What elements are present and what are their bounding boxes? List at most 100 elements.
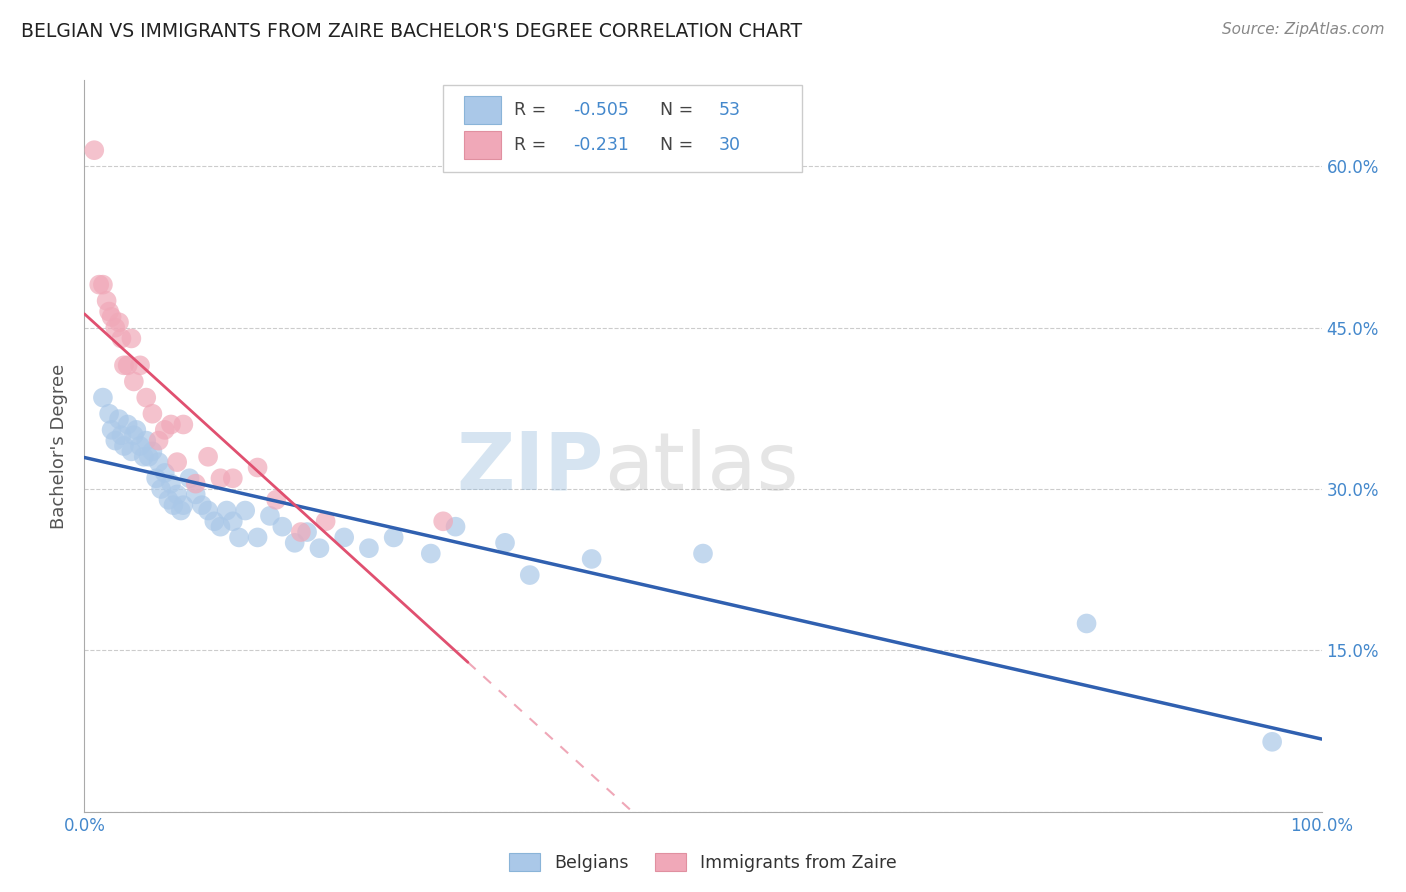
- Point: [264, 492, 287, 507]
- Point: [233, 503, 256, 517]
- Text: R =: R =: [513, 102, 551, 120]
- Point: [315, 514, 337, 528]
- Point: [108, 315, 131, 329]
- Text: 30: 30: [718, 136, 741, 154]
- Point: [290, 524, 312, 539]
- Point: [104, 434, 127, 448]
- Point: [110, 428, 132, 442]
- Point: [125, 423, 148, 437]
- Text: R =: R =: [513, 136, 551, 154]
- Point: [166, 455, 188, 469]
- Point: [132, 450, 155, 464]
- Point: [179, 471, 201, 485]
- Point: [98, 407, 121, 421]
- Bar: [464, 96, 502, 124]
- Point: [150, 482, 173, 496]
- Point: [172, 498, 194, 512]
- Point: [432, 514, 454, 528]
- Point: [333, 530, 356, 544]
- Text: Source: ZipAtlas.com: Source: ZipAtlas.com: [1222, 22, 1385, 37]
- Point: [153, 423, 176, 437]
- Point: [110, 331, 132, 345]
- Point: [138, 450, 160, 464]
- Point: [120, 331, 142, 345]
- Point: [197, 450, 219, 464]
- Point: [145, 471, 167, 485]
- Point: [202, 514, 225, 528]
- Point: [104, 320, 127, 334]
- Point: [519, 568, 541, 582]
- Point: [89, 277, 111, 292]
- Point: [100, 423, 122, 437]
- Point: [228, 530, 250, 544]
- Point: [135, 434, 157, 448]
- Point: [357, 541, 380, 556]
- Point: [419, 547, 441, 561]
- Point: [222, 514, 245, 528]
- Point: [122, 428, 145, 442]
- Point: [222, 471, 245, 485]
- Text: BELGIAN VS IMMIGRANTS FROM ZAIRE BACHELOR'S DEGREE CORRELATION CHART: BELGIAN VS IMMIGRANTS FROM ZAIRE BACHELO…: [21, 22, 803, 41]
- Point: [91, 391, 114, 405]
- Point: [91, 277, 114, 292]
- Text: N =: N =: [659, 102, 699, 120]
- FancyBboxPatch shape: [443, 86, 801, 171]
- Point: [112, 439, 135, 453]
- Point: [129, 359, 152, 373]
- Y-axis label: Bachelor's Degree: Bachelor's Degree: [51, 363, 69, 529]
- Point: [1076, 616, 1098, 631]
- Point: [141, 444, 163, 458]
- Point: [284, 536, 307, 550]
- Point: [112, 359, 135, 373]
- Point: [96, 293, 118, 308]
- Text: -0.505: -0.505: [574, 102, 628, 120]
- Point: [382, 530, 405, 544]
- Text: atlas: atlas: [605, 429, 799, 507]
- Point: [122, 375, 145, 389]
- Point: [129, 439, 152, 453]
- Point: [141, 407, 163, 421]
- Point: [108, 412, 131, 426]
- Point: [157, 492, 180, 507]
- Text: 53: 53: [718, 102, 741, 120]
- Point: [120, 444, 142, 458]
- Point: [83, 143, 105, 157]
- Point: [494, 536, 516, 550]
- Point: [153, 466, 176, 480]
- Text: ZIP: ZIP: [457, 429, 605, 507]
- Point: [172, 417, 194, 432]
- Point: [259, 508, 281, 523]
- Point: [135, 391, 157, 405]
- Point: [148, 434, 170, 448]
- Point: [1261, 735, 1284, 749]
- Point: [160, 417, 183, 432]
- Point: [215, 503, 238, 517]
- Point: [98, 304, 121, 318]
- Text: -0.231: -0.231: [574, 136, 628, 154]
- Point: [444, 519, 467, 533]
- Point: [271, 519, 294, 533]
- Point: [246, 460, 269, 475]
- Point: [166, 487, 188, 501]
- Point: [117, 359, 139, 373]
- Point: [148, 455, 170, 469]
- Point: [295, 524, 318, 539]
- Point: [184, 476, 207, 491]
- Point: [197, 503, 219, 517]
- Legend: Belgians, Immigrants from Zaire: Belgians, Immigrants from Zaire: [502, 847, 904, 879]
- Bar: [464, 131, 502, 160]
- Point: [308, 541, 330, 556]
- Point: [162, 498, 184, 512]
- Point: [117, 417, 139, 432]
- Point: [246, 530, 269, 544]
- Point: [170, 503, 193, 517]
- Text: N =: N =: [659, 136, 699, 154]
- Point: [100, 310, 122, 324]
- Point: [160, 476, 183, 491]
- Point: [581, 552, 603, 566]
- Point: [191, 498, 214, 512]
- Point: [209, 471, 232, 485]
- Point: [692, 547, 714, 561]
- Point: [209, 519, 232, 533]
- Point: [184, 487, 207, 501]
